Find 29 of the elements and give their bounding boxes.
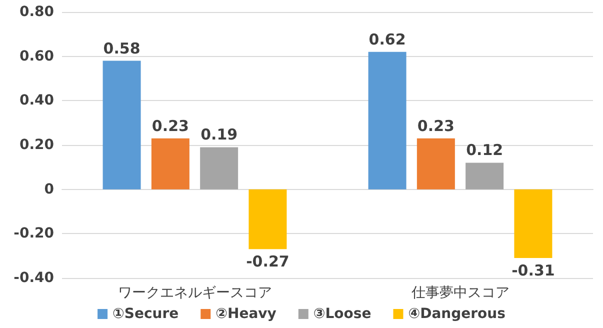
x-tick-label: 仕事夢中スコア <box>410 285 510 301</box>
bar <box>514 189 552 258</box>
bar <box>368 52 406 190</box>
y-tick-label: 0 <box>44 181 54 198</box>
bar <box>466 162 504 190</box>
y-tick-label: 0.20 <box>19 137 54 153</box>
y-tick-label: 0.40 <box>19 92 54 109</box>
bar <box>248 189 287 250</box>
y-tick-label: -0.40 <box>14 270 54 286</box>
y-tick-label: 0.80 <box>19 4 54 20</box>
x-tick-label: ワークエネルギースコア <box>118 285 272 301</box>
data-label: -0.27 <box>246 252 290 271</box>
data-label: 0.58 <box>103 39 140 58</box>
data-label: 0.23 <box>152 116 189 135</box>
data-label: 0.23 <box>417 116 454 135</box>
legend-label: ①Secure <box>112 306 179 322</box>
legend-label: ②Heavy <box>216 306 276 322</box>
legend-label: ③Loose <box>313 306 372 322</box>
bar <box>416 138 455 190</box>
bar <box>102 60 141 190</box>
y-tick-label: 0.60 <box>19 48 54 64</box>
data-label: -0.31 <box>512 262 555 280</box>
bar <box>151 138 190 190</box>
legend-label: ④Dangerous <box>408 306 506 322</box>
bar <box>200 147 238 190</box>
y-tick-label: -0.20 <box>14 226 54 242</box>
data-label: 0.19 <box>200 126 238 144</box>
data-label: 0.62 <box>368 30 406 48</box>
data-label: 0.12 <box>466 141 504 160</box>
